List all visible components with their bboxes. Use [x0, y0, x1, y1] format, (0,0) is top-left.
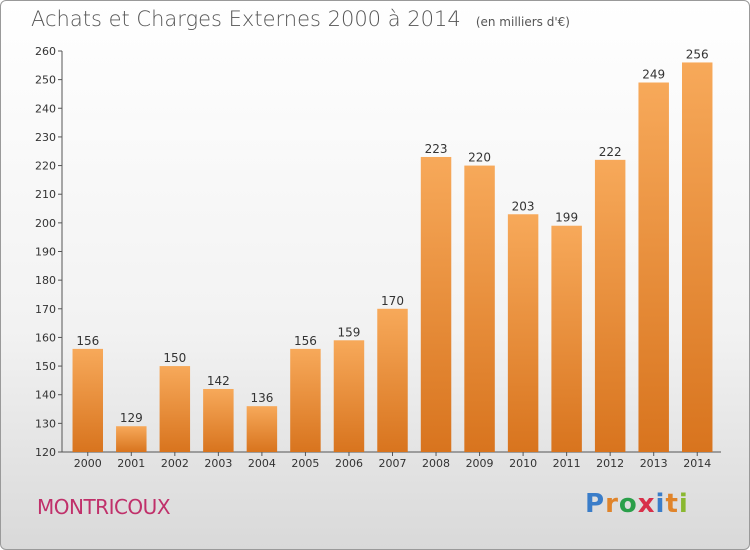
bar — [333, 340, 365, 452]
bar — [203, 388, 234, 452]
bar-value-label: 256 — [686, 47, 709, 61]
bar-value-label: 150 — [163, 351, 186, 365]
bar-value-label: 220 — [468, 151, 491, 165]
x-tick-label: 2009 — [466, 457, 494, 470]
bar — [681, 62, 713, 452]
bar — [551, 225, 582, 452]
x-tick-label: 2000 — [74, 457, 102, 470]
chart-subtitle: (en milliers d'€) — [475, 15, 570, 29]
bar — [159, 366, 191, 452]
x-tick-label: 2011 — [553, 457, 581, 470]
logo-letter: i — [655, 489, 666, 519]
bar-value-label: 203 — [512, 199, 535, 213]
x-tick-label: 2001 — [117, 457, 145, 470]
x-tick-label: 2002 — [161, 457, 189, 470]
y-tick-label: 240 — [35, 102, 56, 115]
logo-letter: o — [618, 489, 638, 519]
x-tick-label: 2013 — [640, 457, 668, 470]
bar-value-label: 142 — [207, 374, 230, 388]
location-name: MONTRICOUX — [37, 495, 171, 519]
x-tick-label: 2006 — [335, 457, 363, 470]
bar-value-label: 159 — [338, 325, 361, 339]
y-tick-label: 230 — [35, 131, 56, 144]
x-tick-label: 2007 — [379, 457, 407, 470]
y-tick-label: 220 — [35, 160, 56, 173]
bar — [116, 426, 147, 452]
bar-value-label: 170 — [381, 294, 404, 308]
bar — [507, 214, 539, 452]
chart-title-block: Achats et Charges Externes 2000 à 2014 (… — [31, 7, 570, 31]
x-tick-label: 2010 — [509, 457, 537, 470]
bar — [420, 156, 452, 452]
x-tick-label: 2004 — [248, 457, 276, 470]
bar-value-label: 129 — [120, 411, 143, 425]
y-tick-label: 130 — [35, 417, 56, 430]
logo-letter: P — [585, 489, 606, 519]
bar — [246, 406, 278, 452]
logo-letter: i — [678, 489, 689, 519]
y-tick-label: 150 — [35, 360, 56, 373]
logo-letter: r — [605, 489, 619, 519]
y-tick-label: 200 — [35, 217, 56, 230]
y-tick-label: 250 — [35, 74, 56, 87]
bar — [464, 165, 495, 453]
bar-value-label: 199 — [555, 211, 578, 225]
bar — [290, 348, 321, 452]
bar-value-label: 156 — [294, 334, 317, 348]
bar-value-label: 249 — [642, 68, 665, 82]
y-tick-label: 210 — [35, 188, 56, 201]
x-tick-label: 2005 — [291, 457, 319, 470]
y-tick-label: 180 — [35, 274, 56, 287]
bar — [72, 348, 104, 452]
y-tick-label: 160 — [35, 331, 56, 344]
logo-letter: x — [637, 489, 656, 519]
x-tick-label: 2012 — [596, 457, 624, 470]
bar-value-label: 223 — [425, 142, 448, 156]
bar — [594, 159, 626, 453]
y-tick-label: 260 — [35, 45, 56, 58]
x-tick-label: 2008 — [422, 457, 450, 470]
bar — [377, 308, 408, 452]
y-tick-label: 170 — [35, 303, 56, 316]
y-tick-label: 140 — [35, 389, 56, 402]
y-tick-label: 120 — [35, 446, 56, 459]
bar-value-label: 136 — [250, 391, 273, 405]
bar-value-label: 156 — [76, 334, 99, 348]
chart-title: Achats et Charges Externes 2000 à 2014 — [31, 7, 461, 31]
bar — [638, 82, 669, 452]
y-tick-label: 190 — [35, 246, 56, 259]
x-tick-label: 2014 — [683, 457, 711, 470]
logo-letter: t — [665, 489, 679, 519]
bar-value-label: 222 — [599, 145, 622, 159]
proxiti-logo: Proxiti — [585, 489, 689, 519]
x-tick-label: 2003 — [204, 457, 232, 470]
